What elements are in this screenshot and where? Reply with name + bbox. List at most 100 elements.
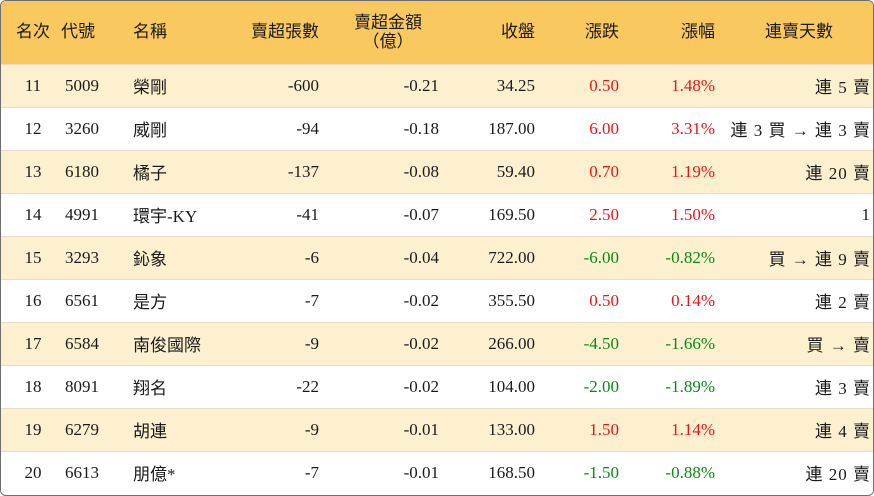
consecutive-days-cell: 連 5 賣: [815, 78, 871, 97]
close-cell: 34.25: [496, 75, 535, 95]
change-cell: 1.50: [589, 419, 619, 439]
change-cell: 6.00: [589, 118, 619, 138]
table-row[interactable]: 20 6613 朋億* -7 -0.01 168.50 -1.50 -0.88% 連 20 賣: [1, 451, 873, 494]
change-pct-cell: -1.66%: [665, 333, 715, 353]
header-net-sell-amount-line1: 賣超金額: [354, 12, 422, 32]
name-cell: 南俊國際: [133, 336, 201, 355]
net-sell-lots-cell: -137: [287, 161, 319, 181]
change-cell: -4.50: [583, 333, 619, 353]
name-cell: 鈊象: [133, 250, 167, 269]
code-cell: 3260: [65, 118, 99, 138]
net-sell-lots-cell: -6: [304, 247, 319, 267]
table-row[interactable]: 16 6561 是方 -7 -0.02 355.50 0.50 0.14% 連 2 賣: [1, 279, 873, 322]
header-change-pct: 漲幅: [681, 22, 715, 42]
net-sell-amount-cell: -0.01: [403, 462, 439, 482]
consecutive-days-cell: 1: [861, 204, 871, 224]
code-cell: 6613: [65, 462, 99, 482]
header-net-sell-lots: 賣超張數: [251, 22, 319, 42]
net-sell-lots-cell: -7: [304, 290, 319, 310]
table-row[interactable]: 11 5009 榮剛 -600 -0.21 34.25 0.50 1.48% 連 5 賣: [1, 64, 873, 107]
rank-cell: 19: [24, 419, 42, 439]
close-cell: 133.00: [488, 419, 535, 439]
consecutive-days-cell: 買 → 賣: [806, 336, 871, 355]
change-cell: 0.50: [589, 290, 619, 310]
consecutive-days-cell: 連 20 賣: [805, 465, 871, 485]
rank-cell: 11: [24, 75, 42, 95]
rank-cell: 12: [24, 118, 42, 138]
rank-cell: 15: [24, 247, 42, 267]
net-sell-amount-cell: -0.01: [403, 419, 439, 439]
consecutive-days-cell: 連 3 賣: [815, 379, 871, 398]
rank-cell: 18: [24, 376, 42, 396]
name-cell: 是方: [133, 293, 167, 312]
code-cell: 6279: [65, 419, 99, 439]
change-cell: 2.50: [589, 204, 619, 224]
net-sell-amount-cell: -0.02: [403, 333, 439, 353]
change-pct-cell: 0.14%: [671, 290, 715, 310]
name-cell: 胡連: [133, 422, 167, 441]
close-cell: 59.40: [496, 161, 535, 181]
net-sell-lots-cell: -22: [296, 376, 319, 396]
rank-cell: 20: [24, 462, 42, 482]
consecutive-days-cell: 連 4 賣: [815, 422, 871, 441]
header-net-sell-amount-line2: （億）: [362, 32, 414, 52]
change-cell: -6.00: [583, 247, 619, 267]
net-sell-lots-cell: -94: [296, 118, 319, 138]
table-header: 名次 代號 名稱 賣超張數 賣超金額 （億） 收盤 漲跌 漲幅 連賣天數: [1, 1, 873, 64]
consecutive-days-cell: 連 20 賣: [805, 164, 871, 183]
code-cell: 4991: [65, 204, 99, 224]
close-cell: 266.00: [488, 333, 535, 353]
header-rank: 名次: [16, 22, 50, 42]
change-cell: -1.50: [583, 462, 619, 482]
close-cell: 169.50: [488, 204, 535, 224]
header-change: 漲跌: [585, 22, 619, 42]
consecutive-days-cell: 連 3 買 → 連 3 賣: [730, 121, 871, 140]
code-cell: 5009: [65, 75, 99, 95]
change-pct-cell: -1.89%: [665, 376, 715, 396]
table-row[interactable]: 13 6180 橘子 -137 -0.08 59.40 0.70 1.19% 連 20 賣: [1, 150, 873, 193]
table-row[interactable]: 19 6279 胡連 -9 -0.01 133.00 1.50 1.14% 連 4 賣: [1, 408, 873, 451]
close-cell: 168.50: [488, 462, 535, 482]
table-row[interactable]: 15 3293 鈊象 -6 -0.04 722.00 -6.00 -0.82% 買 → 連 9 …: [1, 236, 873, 279]
net-sell-amount-cell: -0.02: [403, 290, 439, 310]
net-sell-lots-cell: -600: [287, 75, 319, 95]
rank-cell: 17: [24, 333, 42, 353]
header-row: 名次 代號 名稱 賣超張數 賣超金額 （億） 收盤 漲跌 漲幅 連賣天數: [1, 1, 873, 64]
net-sell-amount-cell: -0.07: [403, 204, 439, 224]
net-sell-lots-cell: -9: [304, 333, 319, 353]
rank-cell: 16: [24, 290, 42, 310]
code-cell: 8091: [65, 376, 99, 396]
rank-cell: 13: [24, 161, 42, 181]
close-cell: 722.00: [488, 247, 535, 267]
table-row[interactable]: 12 3260 威剛 -94 -0.18 187.00 6.00 3.31% 連 3 買 → 連…: [1, 107, 873, 150]
table-row[interactable]: 14 4991 環宇-KY -41 -0.07 169.50 2.50 1.50% 1: [1, 193, 873, 236]
name-cell: 威剛: [133, 121, 167, 140]
close-cell: 104.00: [488, 376, 535, 396]
change-pct-cell: 1.19%: [671, 161, 715, 181]
change-cell: 0.70: [589, 161, 619, 181]
net-sell-amount-cell: -0.21: [403, 75, 439, 95]
net-sell-amount-cell: -0.18: [403, 118, 439, 138]
code-cell: 6180: [65, 161, 99, 181]
change-pct-cell: 1.14%: [671, 419, 715, 439]
net-sell-lots-cell: -9: [304, 419, 319, 439]
header-net-sell-amount: 賣超金額 （億）: [319, 1, 439, 64]
close-cell: 187.00: [488, 118, 535, 138]
close-cell: 355.50: [488, 290, 535, 310]
net-sell-lots-cell: -41: [296, 204, 319, 224]
code-cell: 3293: [65, 247, 99, 267]
change-pct-cell: 1.50%: [671, 204, 715, 224]
header-consecutive-days: 連賣天數: [765, 22, 833, 42]
net-sell-amount-cell: -0.02: [403, 376, 439, 396]
table-row[interactable]: 18 8091 翔名 -22 -0.02 104.00 -2.00 -1.89% 連 3 賣: [1, 365, 873, 408]
code-cell: 6584: [65, 333, 99, 353]
change-cell: 0.50: [589, 75, 619, 95]
name-cell: 翔名: [133, 379, 167, 398]
header-code: 代號: [61, 22, 95, 42]
table-body: 11 5009 榮剛 -600 -0.21 34.25 0.50 1.48% 連 5 賣 12 32…: [1, 64, 873, 494]
table-row[interactable]: 17 6584 南俊國際 -9 -0.02 266.00 -4.50 -1.66% 買 → 賣: [1, 322, 873, 365]
name-cell: 榮剛: [133, 78, 167, 97]
name-cell: 朋億*: [133, 465, 176, 485]
